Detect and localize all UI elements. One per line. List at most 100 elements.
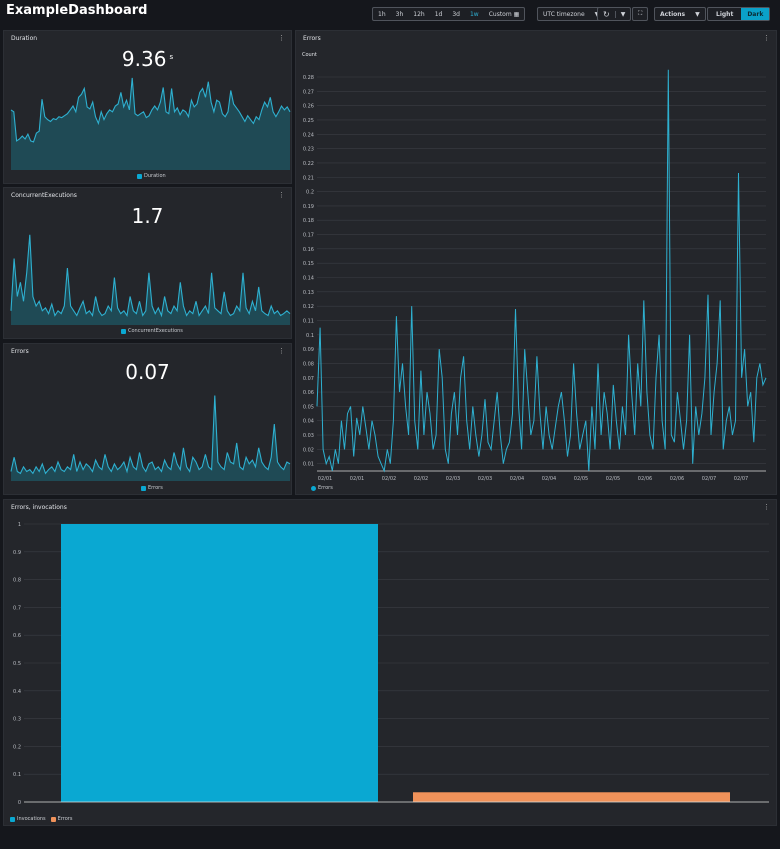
legend-label: ConcurrentExecutions xyxy=(128,328,183,334)
dark-theme-button[interactable]: Dark xyxy=(741,8,770,20)
sparkline-line xyxy=(10,77,291,143)
x-tick-label: 02/04 xyxy=(542,476,556,482)
y-tick-label: 0.06 xyxy=(303,390,314,396)
timezone-select[interactable]: UTC timezone ▼ xyxy=(537,7,606,21)
sparkline-area xyxy=(11,395,290,481)
errors-line-widget: Errors ⋮ Count 0.01 0.02 0.03 0.04 0.05 0.06 0… xyxy=(295,30,777,495)
legend-label: Errors xyxy=(148,485,163,491)
x-tick-label: 02/07 xyxy=(702,476,716,482)
dashboard-title: ExampleDashboard xyxy=(6,3,148,18)
concurrent-executions-widget: ConcurrentExecutions ⋮ 1.7 ConcurrentExe… xyxy=(3,187,292,339)
legend: Errors xyxy=(311,485,333,491)
y-tick-label: 0.18 xyxy=(303,218,314,224)
sparkline-area xyxy=(11,77,290,170)
legend-swatch xyxy=(141,485,146,491)
range-custom[interactable]: Custom ▦ xyxy=(488,10,520,18)
y-tick-label: 0.25 xyxy=(303,118,314,124)
widget-title: Errors xyxy=(11,348,29,355)
sparkline-line xyxy=(10,234,291,318)
legend: ConcurrentExecutions xyxy=(121,328,183,334)
refresh-icon[interactable]: ↻ xyxy=(603,9,610,19)
y-tick-label: 0.9 xyxy=(13,550,21,556)
x-tick-label: 02/03 xyxy=(446,476,460,482)
chevron-down-icon: ▼ xyxy=(590,11,605,18)
y-tick-label: 0.28 xyxy=(303,75,314,81)
legend-label: Errors xyxy=(57,816,73,822)
legend-label: Invocations xyxy=(17,816,46,822)
legend: Duration xyxy=(137,173,166,179)
y-tick-label: 0.08 xyxy=(303,361,314,367)
x-tick-label: 02/01 xyxy=(318,476,332,482)
more-options-icon[interactable]: ⋮ xyxy=(278,34,285,42)
range-1h[interactable]: 1h xyxy=(378,10,386,18)
legend-swatch-invocations xyxy=(10,816,15,822)
actions-label: Actions xyxy=(660,10,686,18)
y-tick-label: 0.12 xyxy=(303,304,314,310)
y-tick-label: 0.6 xyxy=(13,633,21,639)
range-3h[interactable]: 3h xyxy=(395,10,404,18)
y-tick-label: 0.4 xyxy=(13,689,21,695)
duration-value: 9.36 s xyxy=(4,47,291,71)
y-tick-label: 0.07 xyxy=(303,376,314,382)
y-tick-label: 0.05 xyxy=(303,404,314,410)
y-tick-label: 0.11 xyxy=(303,318,314,324)
light-theme-button[interactable]: Light xyxy=(716,10,734,18)
legend: Invocations Errors xyxy=(10,816,72,822)
x-tick-label: 02/07 xyxy=(734,476,748,482)
y-tick-label: 0 xyxy=(18,800,21,806)
time-range-selector: 1h 3h 12h 1d 3d 1w Custom ▦ xyxy=(372,7,526,21)
errors-series-line xyxy=(316,69,767,473)
y-axis-label: Count xyxy=(302,52,317,58)
y-tick-label: 0.22 xyxy=(303,161,314,167)
x-tick-label: 02/05 xyxy=(574,476,588,482)
y-tick-label: 0.17 xyxy=(303,233,314,239)
y-tick-label: 0.03 xyxy=(303,433,314,439)
y-tick-label: 0.14 xyxy=(303,276,314,282)
refresh-options-chevron-icon[interactable]: ▼ xyxy=(614,10,631,18)
y-tick-label: 0.2 xyxy=(306,190,314,196)
timezone-label: UTC timezone xyxy=(543,10,585,18)
x-tick-label: 02/04 xyxy=(510,476,524,482)
y-tick-label: 0.09 xyxy=(303,347,314,353)
fullscreen-icon[interactable]: ⛶ xyxy=(638,10,643,17)
y-tick-label: 0.5 xyxy=(13,661,21,667)
legend-swatch-errors xyxy=(50,816,56,822)
more-options-icon[interactable]: ⋮ xyxy=(763,503,770,511)
y-tick-label: 0.15 xyxy=(303,261,314,267)
errors-line-chart: 0.01 0.02 0.03 0.04 0.05 0.06 0.07 0.08 0.09 0.1 0… xyxy=(303,69,767,482)
more-options-icon[interactable]: ⋮ xyxy=(278,191,285,199)
unit-text: s xyxy=(169,53,174,61)
errors-invocations-widget: Errors, invocations ⋮ 0 0.1 0.2 0.3 0.4 0.5 0.… xyxy=(3,499,777,826)
more-options-icon[interactable]: ⋮ xyxy=(763,34,770,42)
x-tick-label: 02/06 xyxy=(670,476,684,482)
range-1w[interactable]: 1w xyxy=(469,10,479,18)
bar-errors xyxy=(413,792,730,802)
range-1d[interactable]: 1d xyxy=(434,10,443,18)
range-12h[interactable]: 12h xyxy=(413,10,425,18)
more-options-icon[interactable]: ⋮ xyxy=(278,347,285,355)
y-tick-label: 0.8 xyxy=(13,578,21,584)
y-tick-label: 0.24 xyxy=(303,132,314,138)
errors-widget: Errors ⋮ 0.07 Errors xyxy=(3,343,292,495)
y-tick-label: 0.1 xyxy=(13,772,21,778)
x-tick-label: 02/02 xyxy=(382,476,396,482)
y-tick-label: 0.16 xyxy=(303,247,314,253)
duration-sparkline xyxy=(10,77,291,170)
widget-title: Duration xyxy=(11,35,38,42)
x-tick-label: 02/05 xyxy=(606,476,620,482)
sparkline-line xyxy=(10,395,291,475)
y-tick-label: 0.7 xyxy=(13,605,21,611)
errors-value: 0.07 xyxy=(125,360,170,384)
chevron-down-icon: ▼ xyxy=(695,10,700,18)
widget-title: Errors xyxy=(303,35,321,42)
range-3d[interactable]: 3d xyxy=(452,10,460,18)
y-tick-label: 1 xyxy=(18,522,21,528)
y-tick-label: 0.04 xyxy=(303,419,314,425)
y-tick-label: 0.3 xyxy=(13,717,21,723)
y-tick-label: 0.26 xyxy=(303,104,314,110)
actions-button[interactable]: Actions ▼ xyxy=(654,7,706,21)
x-tick-label: 02/03 xyxy=(478,476,492,482)
legend-label: Errors xyxy=(318,485,333,491)
widget-title: ConcurrentExecutions xyxy=(11,192,77,199)
bar-invocations xyxy=(61,524,378,802)
